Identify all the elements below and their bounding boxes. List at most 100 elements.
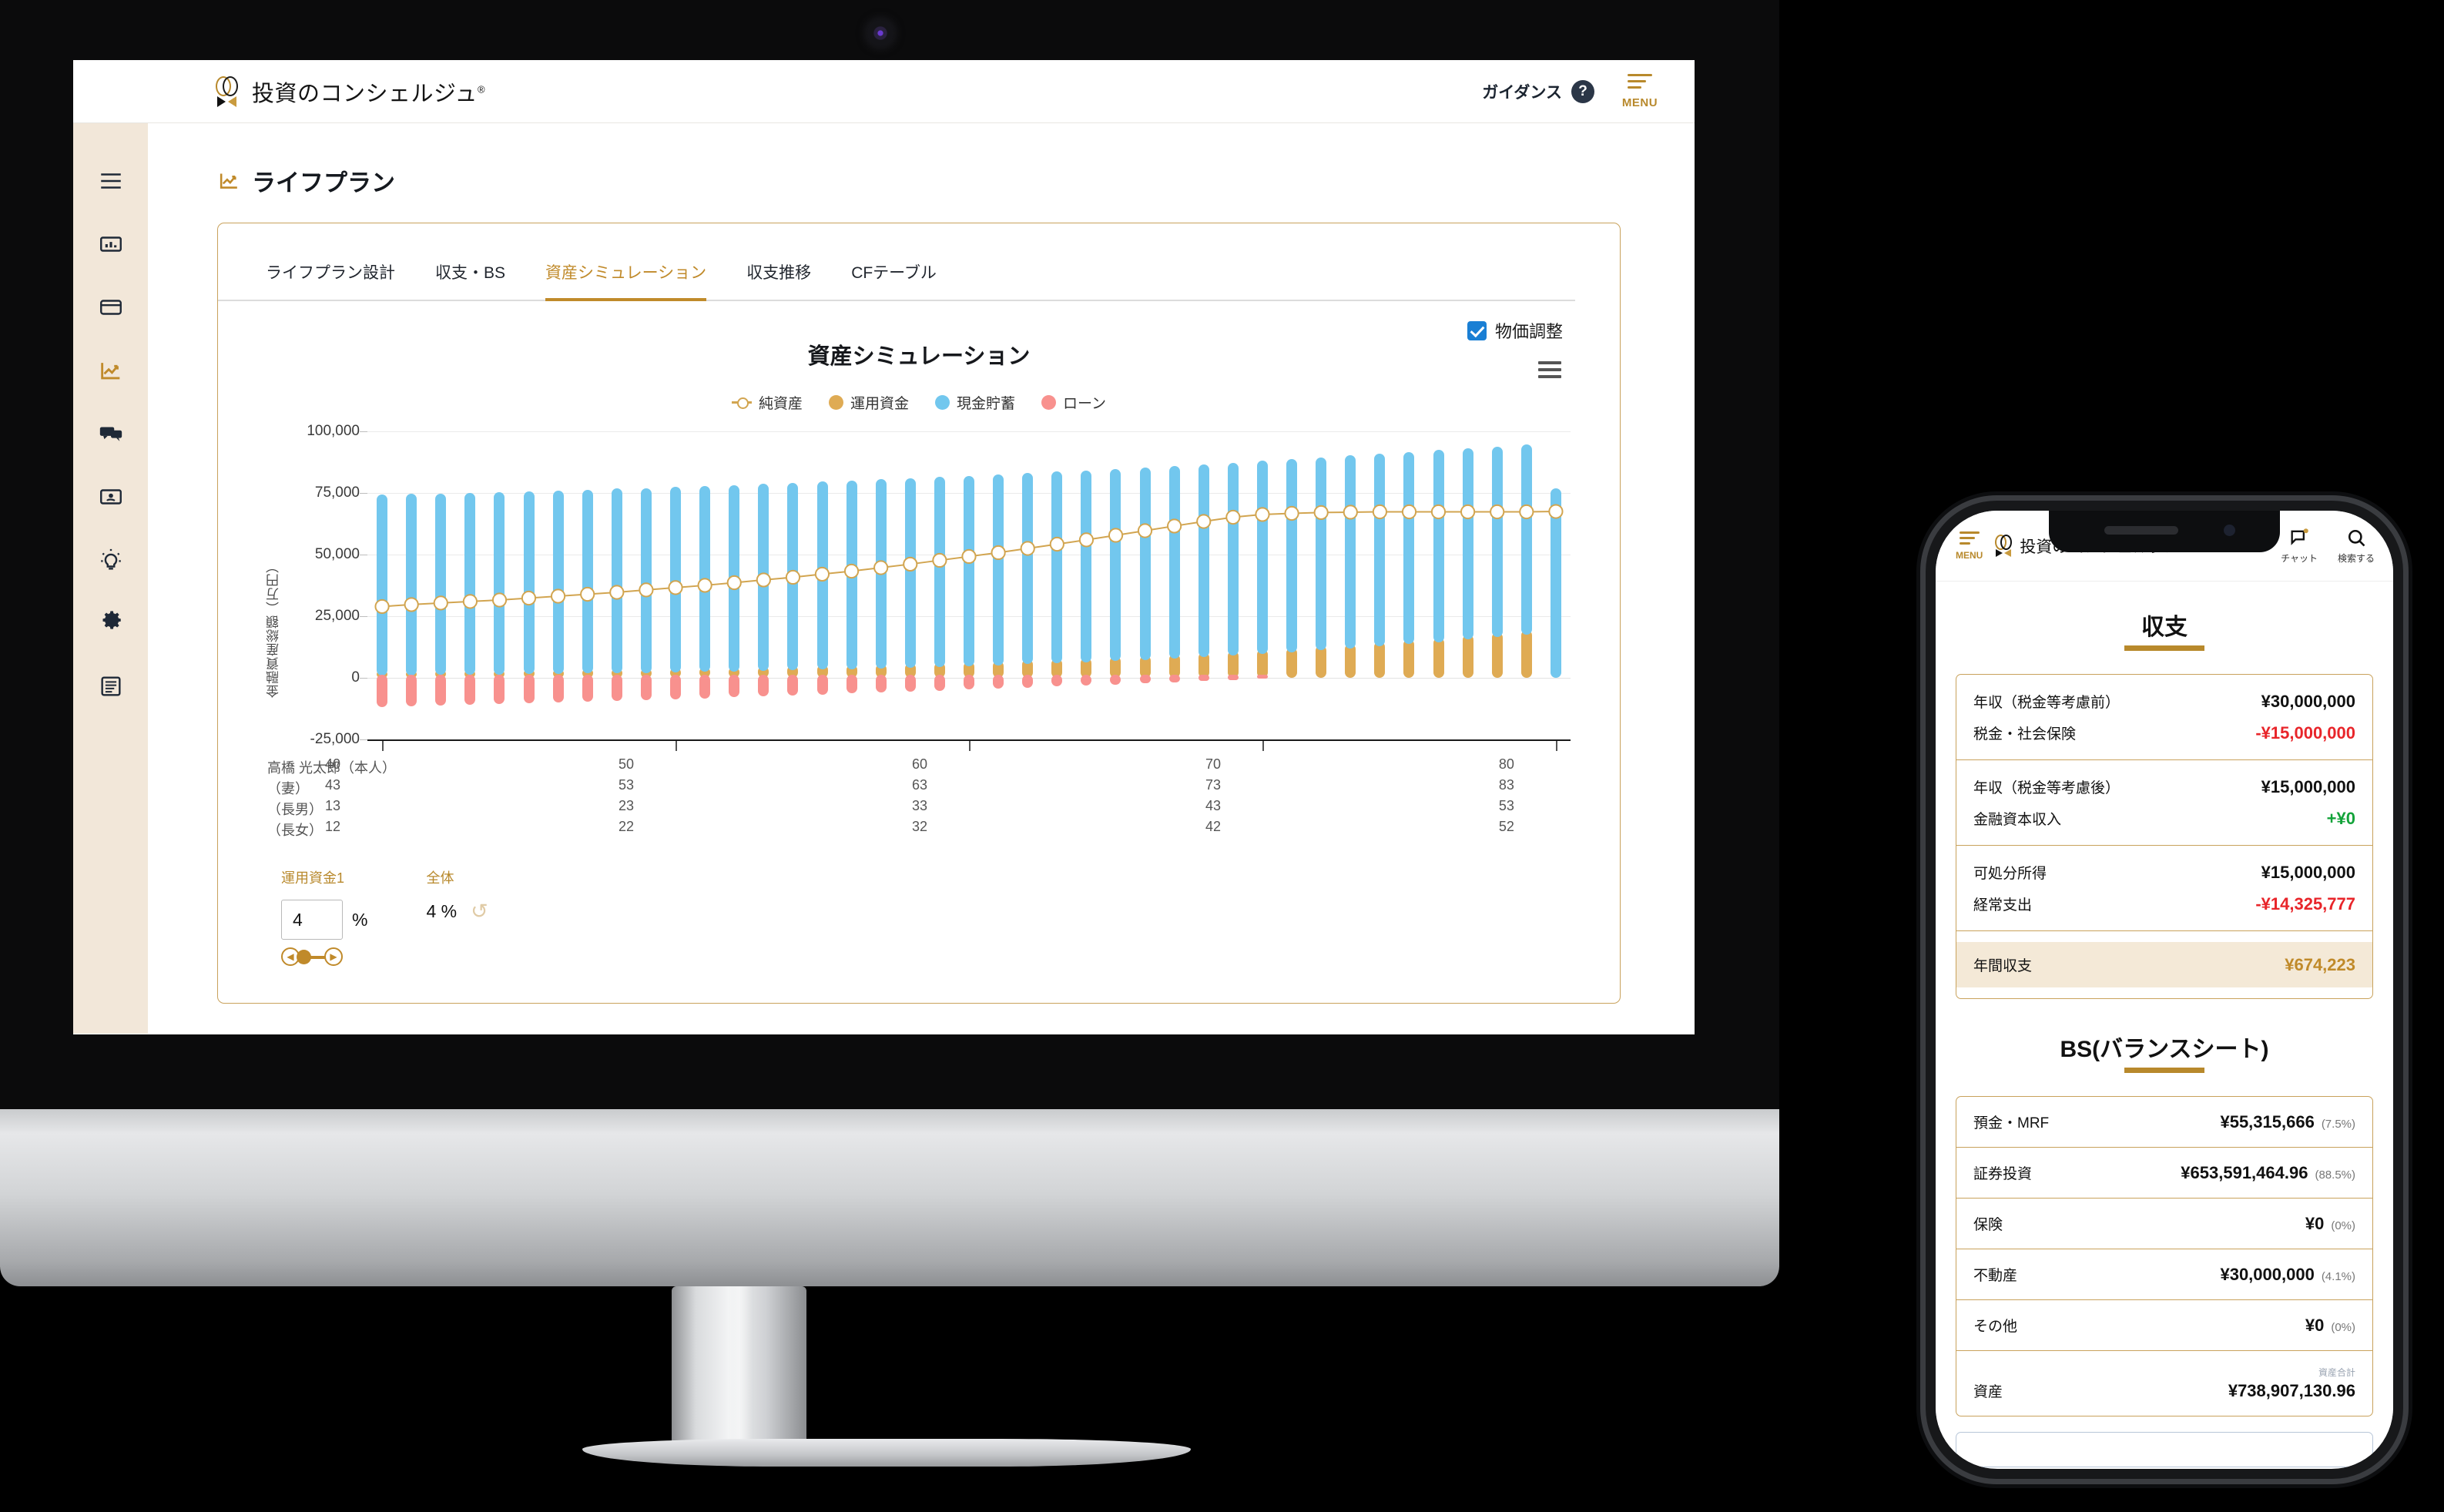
bar-column[interactable] xyxy=(1051,431,1063,739)
segment-cash xyxy=(904,478,916,668)
legend-item-1[interactable]: 運用資金 xyxy=(828,392,909,413)
bar-column[interactable] xyxy=(1316,431,1327,739)
bar-column[interactable] xyxy=(552,431,564,739)
bar-column[interactable] xyxy=(1198,431,1209,739)
bar-column[interactable] xyxy=(1491,431,1503,739)
age-row-label: （長女） xyxy=(267,822,323,838)
bar-column[interactable] xyxy=(904,431,916,739)
sidebar-item-line-chart[interactable] xyxy=(95,354,127,387)
sidebar-item-contact-card[interactable] xyxy=(95,481,127,513)
legend-item-2[interactable]: 現金貯蓄 xyxy=(934,392,1015,413)
guidance-button[interactable]: ガイダンス ? xyxy=(1482,79,1594,103)
bar-column[interactable] xyxy=(875,431,887,739)
bs-row-value-group: ¥653,591,464.96 (88.5%) xyxy=(2181,1163,2355,1183)
bar-column[interactable] xyxy=(993,431,1004,739)
segment-loan xyxy=(1139,675,1151,684)
bar-column[interactable] xyxy=(611,431,622,739)
tab-3[interactable]: 収支推移 xyxy=(746,264,812,282)
segment-cash xyxy=(875,479,887,669)
left-sidebar xyxy=(73,123,148,1034)
brand-logo[interactable]: 投資のコンシェルジュ® xyxy=(216,75,485,108)
phone-menu-button[interactable]: MENU xyxy=(1956,531,1983,561)
undo-icon[interactable]: ↺ xyxy=(471,900,488,923)
bs-section-title: BS(バランスシート) xyxy=(1956,1030,2373,1076)
sidebar-item-settings[interactable] xyxy=(95,607,127,639)
bar-column[interactable] xyxy=(670,431,682,739)
age-value: 73 xyxy=(1205,777,1221,793)
sidebar-item-chat[interactable] xyxy=(95,417,127,450)
slider-knob[interactable] xyxy=(297,950,311,964)
bar-column[interactable] xyxy=(435,431,447,739)
income-row: 可処分所得 ¥15,000,000 xyxy=(1973,857,2355,888)
bar-column[interactable] xyxy=(699,431,711,739)
bar-column[interactable] xyxy=(1110,431,1121,739)
fund-rate-input[interactable]: 4 xyxy=(281,900,343,940)
sidebar-item-bar-chart[interactable] xyxy=(95,228,127,260)
bar-column[interactable] xyxy=(1462,431,1473,739)
y-tickmark xyxy=(360,678,367,679)
bar-column[interactable] xyxy=(816,431,828,739)
sidebar-item-hamburger[interactable] xyxy=(95,165,127,197)
legend-marker-icon xyxy=(828,395,843,410)
bar-column[interactable] xyxy=(846,431,857,739)
bs-row: その他 ¥0 (0%) xyxy=(1956,1300,2372,1351)
phone-search-button[interactable]: 検索する xyxy=(2338,527,2375,565)
segment-loan xyxy=(758,675,769,696)
legend-item-3[interactable]: ローン xyxy=(1041,392,1106,413)
menu-button[interactable]: MENU xyxy=(1614,73,1665,109)
bar-column[interactable] xyxy=(464,431,476,739)
sidebar-item-document[interactable] xyxy=(95,670,127,702)
slider-track xyxy=(292,956,332,959)
tab-4[interactable]: CFテーブル xyxy=(851,264,937,282)
tab-2[interactable]: 資産シミュレーション xyxy=(545,260,707,302)
bar-column[interactable] xyxy=(523,431,535,739)
chart-menu-icon[interactable] xyxy=(1538,361,1561,382)
bar-column[interactable] xyxy=(1520,431,1532,739)
bar-column[interactable] xyxy=(1227,431,1239,739)
bar-column[interactable] xyxy=(1374,431,1386,739)
segment-cash xyxy=(934,477,945,667)
bar-column[interactable] xyxy=(1345,431,1356,739)
bar-column[interactable] xyxy=(758,431,769,739)
bar-column[interactable] xyxy=(1286,431,1298,739)
legend-item-0[interactable]: 純資産 xyxy=(731,392,803,413)
tab-1[interactable]: 収支・BS xyxy=(435,264,506,282)
bs-row-label: その他 xyxy=(1973,1319,2018,1335)
sidebar-item-lightbulb[interactable] xyxy=(95,544,127,576)
bar-column[interactable] xyxy=(377,431,388,739)
income-row-label: 年収（税金等考慮前） xyxy=(1973,695,2120,711)
bar-column[interactable] xyxy=(1139,431,1151,739)
bar-column[interactable] xyxy=(1022,431,1034,739)
slider-increment-icon[interactable]: ▶ xyxy=(324,947,343,966)
bar-column[interactable] xyxy=(1433,431,1444,739)
income-row: 金融資本収入 +¥0 xyxy=(1973,803,2355,834)
bar-column[interactable] xyxy=(934,431,945,739)
tab-0[interactable]: ライフプラン設計 xyxy=(266,264,395,282)
bar-column[interactable] xyxy=(964,431,974,739)
help-icon[interactable]: ? xyxy=(1571,79,1594,103)
bar-column[interactable] xyxy=(494,431,505,739)
segment-investment xyxy=(1081,657,1092,678)
income-section-title: 収支 xyxy=(1956,608,2373,654)
y-tick-label: 0 xyxy=(351,669,360,686)
bar-column[interactable] xyxy=(640,431,652,739)
bar-column[interactable] xyxy=(1168,431,1180,739)
bar-column[interactable] xyxy=(1081,431,1092,739)
bar-column[interactable] xyxy=(406,431,417,739)
phone-chat-button[interactable]: チャット xyxy=(2281,527,2318,565)
segment-cash xyxy=(464,492,476,676)
bar-column[interactable] xyxy=(1550,431,1561,739)
segment-cash xyxy=(846,481,857,669)
bs-table: 預金・MRF ¥55,315,666 (7.5%) 証券投資 ¥653,591,464.… xyxy=(1956,1096,2373,1416)
bar-column[interactable] xyxy=(1256,431,1268,739)
bar-column[interactable] xyxy=(729,431,740,739)
checkbox-icon[interactable] xyxy=(1467,320,1487,340)
bar-column[interactable] xyxy=(787,431,799,739)
sidebar-item-credit-card[interactable] xyxy=(95,291,127,324)
bs-row-amount: ¥0 xyxy=(2305,1316,2325,1335)
bar-column[interactable] xyxy=(1403,431,1415,739)
price-adjust-checkbox[interactable]: 物価調整 xyxy=(1467,318,1563,343)
chat-icon xyxy=(2291,528,2308,545)
bar-column[interactable] xyxy=(582,431,593,739)
fund-rate-slider[interactable]: ◀ ▶ xyxy=(281,947,343,967)
